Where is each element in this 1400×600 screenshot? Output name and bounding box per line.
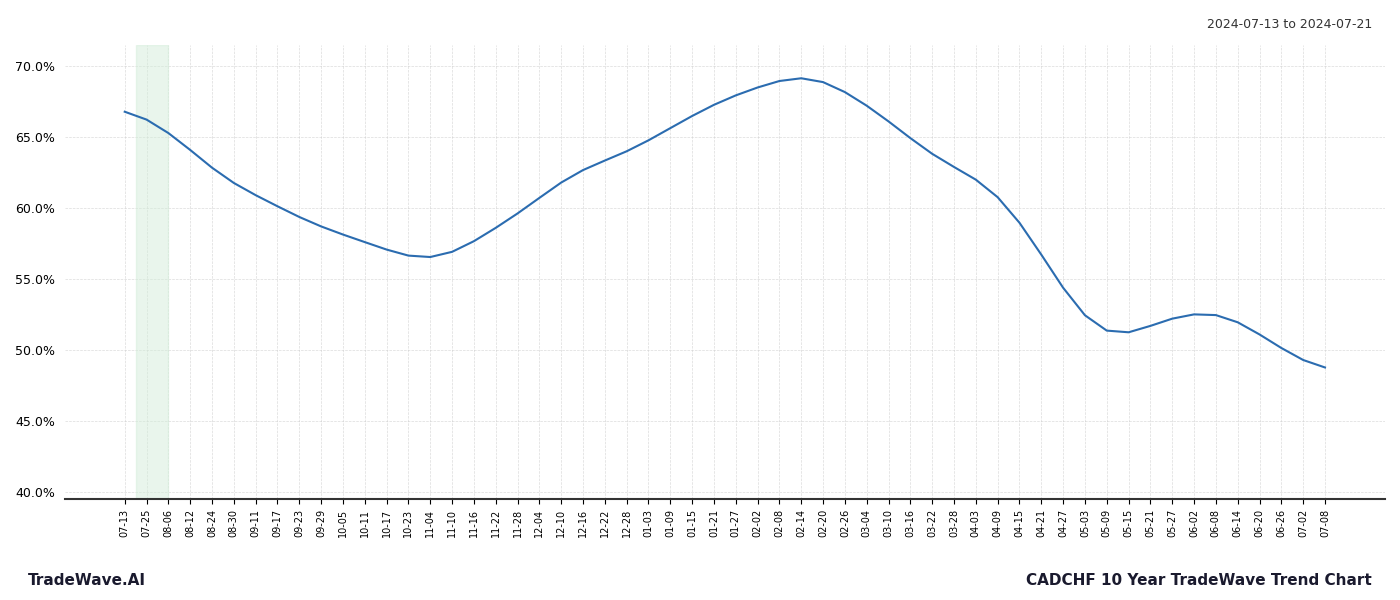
Text: 2024-07-13 to 2024-07-21: 2024-07-13 to 2024-07-21	[1207, 18, 1372, 31]
Bar	[136, 45, 168, 499]
Text: TradeWave.AI: TradeWave.AI	[28, 573, 146, 588]
Text: CADCHF 10 Year TradeWave Trend Chart: CADCHF 10 Year TradeWave Trend Chart	[1026, 573, 1372, 588]
